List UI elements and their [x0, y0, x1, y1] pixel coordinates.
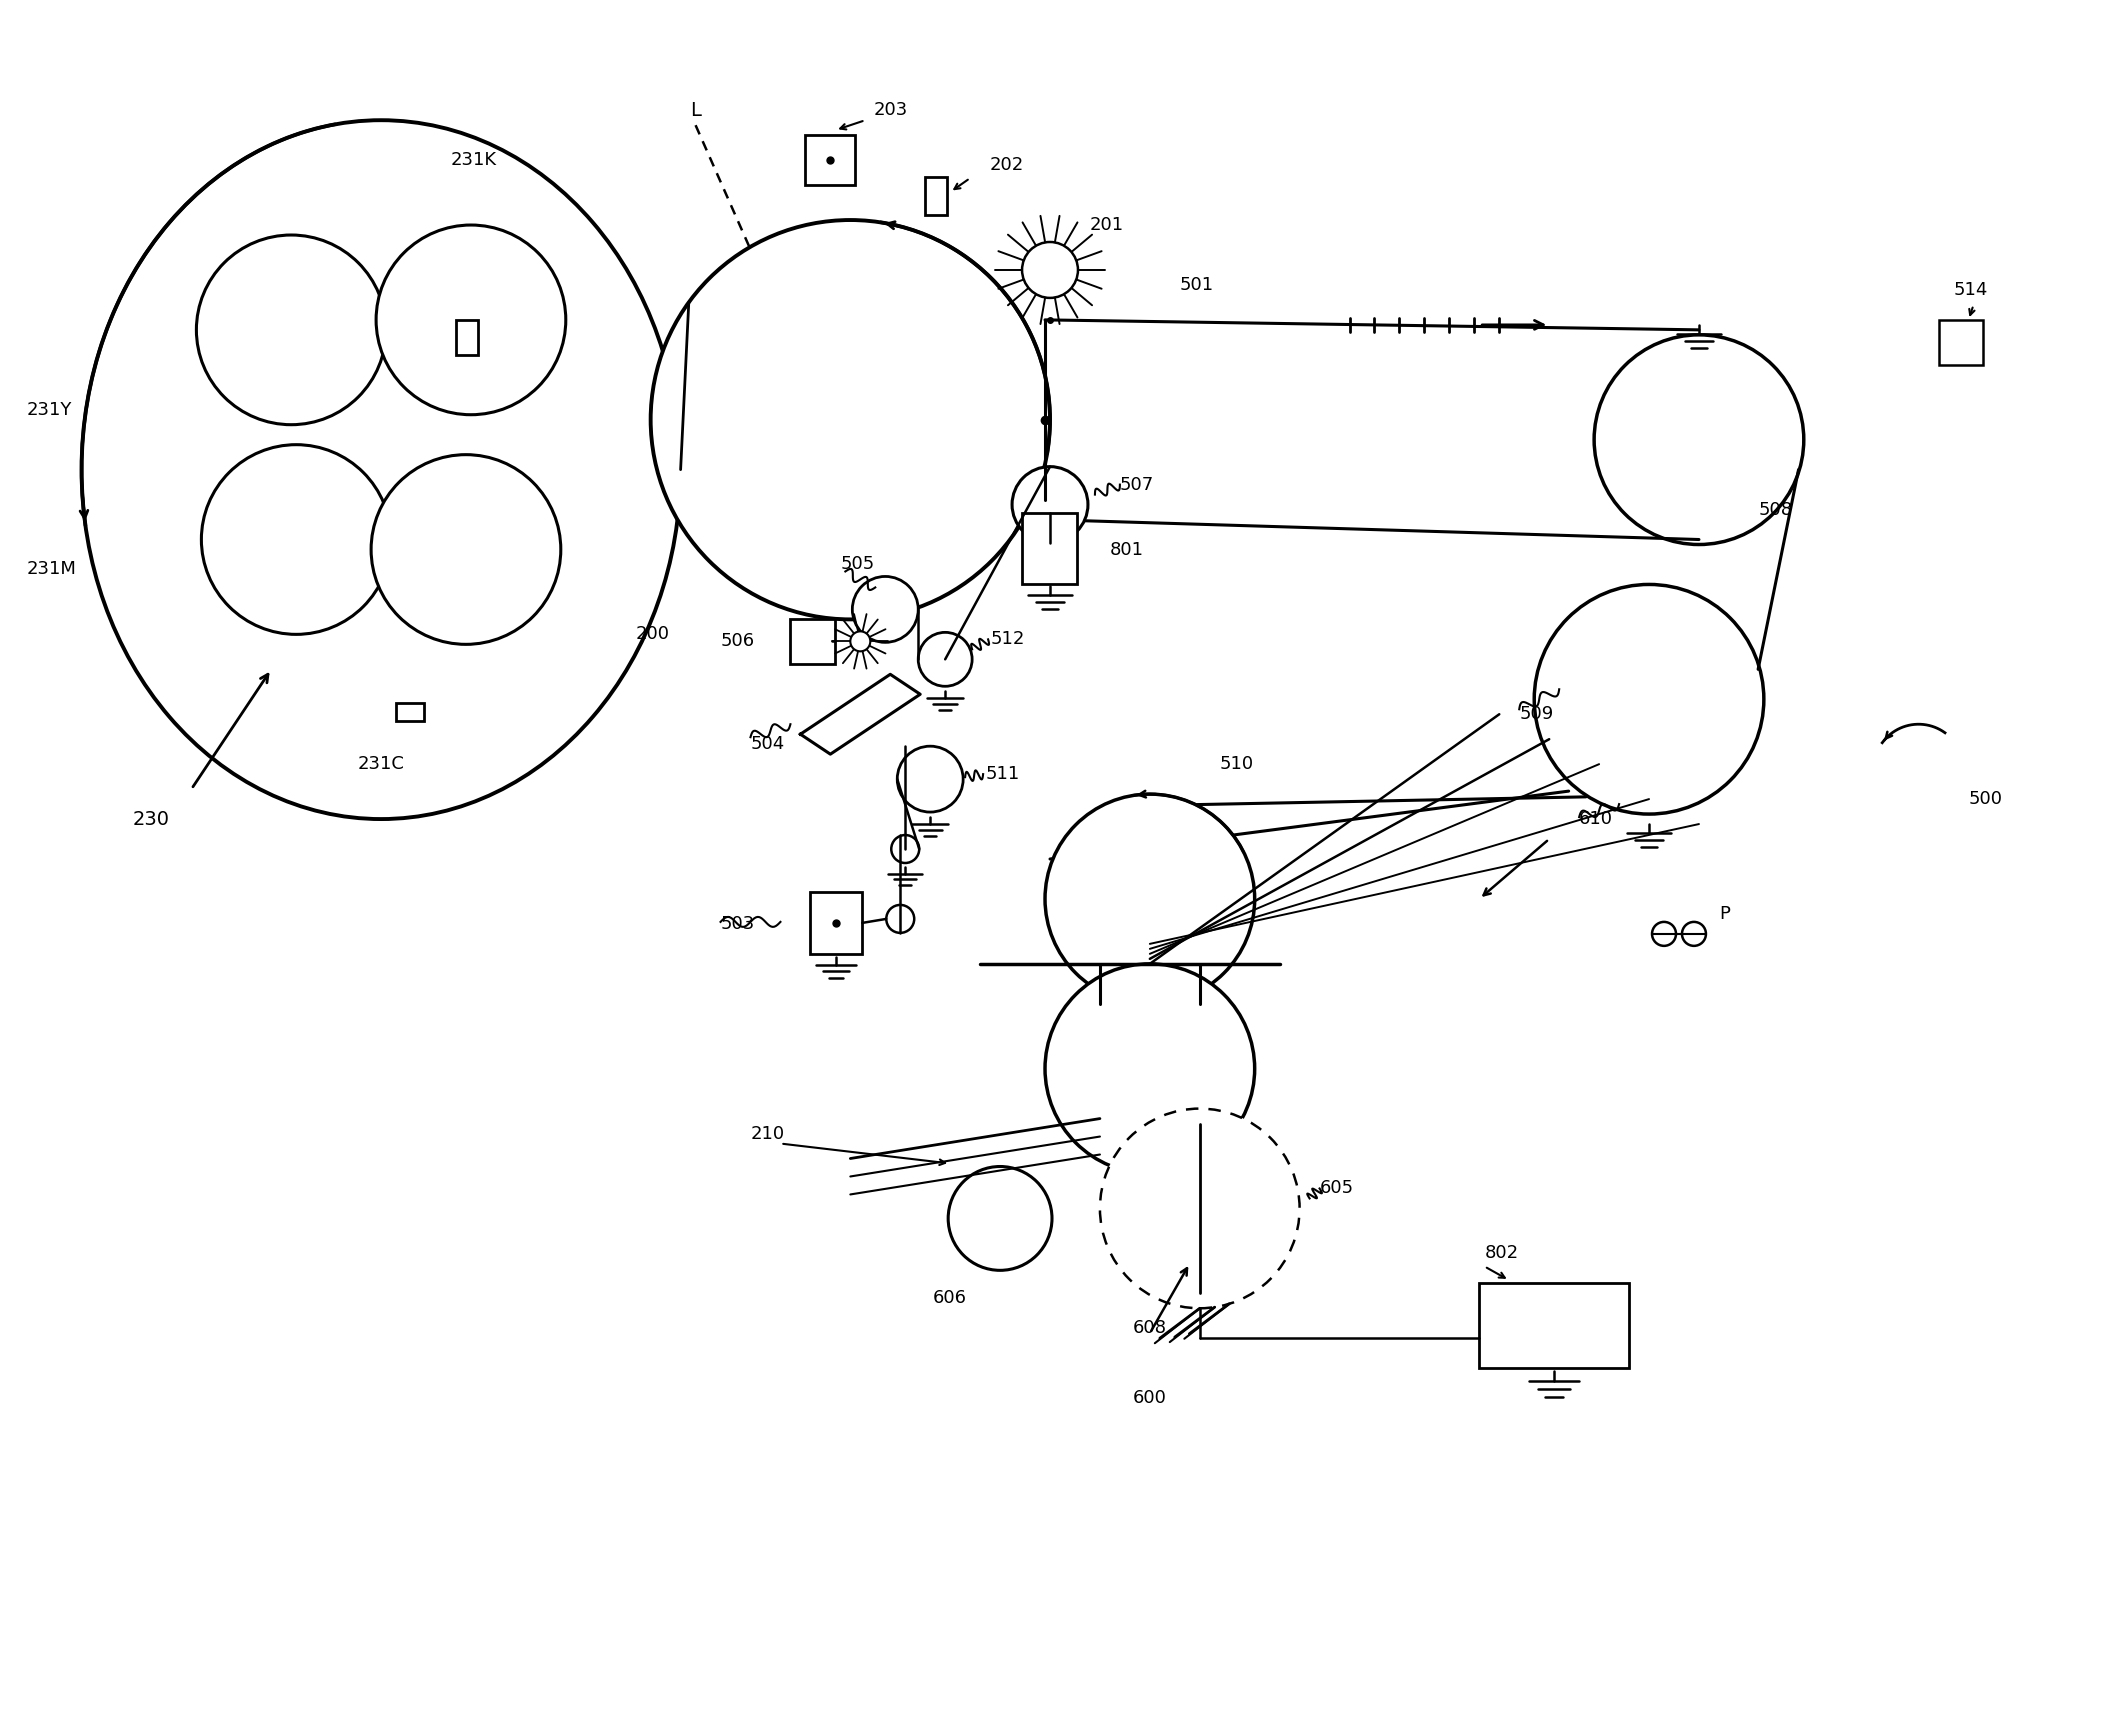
Polygon shape: [800, 674, 920, 755]
Circle shape: [852, 576, 918, 643]
Circle shape: [897, 746, 962, 811]
Bar: [397, 703, 424, 722]
Text: 201: 201: [1091, 217, 1125, 234]
Text: 230: 230: [133, 810, 171, 829]
Text: 507: 507: [1120, 476, 1154, 493]
Bar: [924, 177, 947, 215]
Circle shape: [650, 220, 1051, 619]
Ellipse shape: [82, 120, 682, 818]
Text: 202: 202: [990, 156, 1023, 174]
Text: 514: 514: [1954, 280, 1988, 299]
Text: 608: 608: [1133, 1318, 1167, 1337]
Bar: [806, 136, 855, 186]
Text: 501: 501: [1179, 277, 1213, 294]
Circle shape: [947, 1167, 1053, 1270]
Text: 210: 210: [751, 1124, 785, 1143]
Text: 605: 605: [1319, 1179, 1355, 1198]
Circle shape: [1534, 584, 1764, 815]
Text: 231M: 231M: [27, 560, 76, 579]
Text: 200: 200: [635, 626, 669, 643]
Circle shape: [200, 445, 390, 634]
Bar: [456, 320, 479, 354]
Text: L: L: [690, 101, 701, 120]
Text: 503: 503: [720, 915, 755, 933]
Text: 506: 506: [720, 633, 755, 650]
Text: 510: 510: [1220, 755, 1253, 774]
Text: 512: 512: [990, 631, 1025, 648]
Circle shape: [890, 835, 920, 863]
Text: 505: 505: [840, 555, 876, 574]
Circle shape: [371, 454, 561, 645]
Circle shape: [376, 225, 565, 414]
Text: 231C: 231C: [359, 755, 405, 774]
Circle shape: [1021, 242, 1078, 297]
Text: 231K: 231K: [452, 151, 498, 168]
Text: 203: 203: [874, 101, 907, 119]
Text: 511: 511: [985, 765, 1019, 784]
Text: 231Y: 231Y: [27, 401, 72, 419]
Text: 509: 509: [1519, 705, 1553, 724]
Bar: [1939, 320, 1983, 364]
Text: 801: 801: [1110, 540, 1144, 559]
Circle shape: [850, 631, 869, 652]
Circle shape: [1595, 335, 1804, 545]
Circle shape: [1013, 466, 1089, 543]
Circle shape: [1652, 921, 1675, 945]
Circle shape: [1044, 964, 1255, 1174]
Circle shape: [918, 633, 973, 686]
Bar: [1479, 1284, 1629, 1368]
Bar: [810, 892, 863, 954]
Bar: [1021, 512, 1076, 584]
Circle shape: [196, 236, 386, 425]
Circle shape: [1099, 1109, 1300, 1308]
Text: P: P: [1720, 904, 1730, 923]
Text: 606: 606: [933, 1289, 966, 1306]
Bar: [791, 619, 836, 664]
Text: 504: 504: [751, 736, 785, 753]
Circle shape: [886, 904, 914, 933]
Text: 610: 610: [1578, 810, 1614, 829]
Text: 508: 508: [1760, 500, 1794, 519]
Circle shape: [1682, 921, 1707, 945]
Text: 600: 600: [1133, 1389, 1167, 1408]
Circle shape: [1044, 794, 1255, 1004]
Text: 500: 500: [1969, 791, 2002, 808]
Text: 802: 802: [1483, 1245, 1519, 1262]
